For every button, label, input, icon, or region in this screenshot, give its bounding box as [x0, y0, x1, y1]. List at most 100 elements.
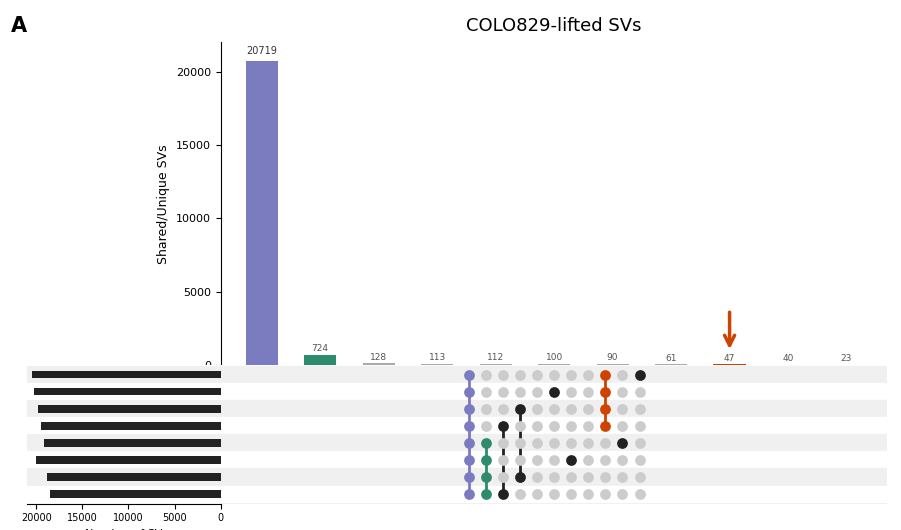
Point — [513, 439, 527, 447]
Point — [581, 370, 596, 379]
Point — [478, 370, 493, 379]
Point — [547, 421, 561, 430]
Point — [598, 490, 613, 498]
Point — [598, 404, 613, 413]
Point — [581, 473, 596, 481]
Point — [547, 439, 561, 447]
Point — [547, 387, 561, 396]
Point — [478, 439, 493, 447]
Text: 23: 23 — [841, 354, 852, 363]
Point — [496, 456, 510, 464]
Point — [530, 404, 544, 413]
Point — [598, 421, 613, 430]
Point — [513, 404, 527, 413]
Point — [478, 456, 493, 464]
Point — [530, 490, 544, 498]
Point — [598, 439, 613, 447]
Point — [530, 456, 544, 464]
Bar — [27, 366, 221, 383]
Bar — [36, 456, 221, 464]
Point — [615, 490, 630, 498]
Point — [496, 370, 510, 379]
Point — [513, 370, 527, 379]
Point — [461, 473, 476, 481]
Bar — [41, 422, 221, 430]
Bar — [221, 485, 887, 502]
Point — [478, 387, 493, 396]
Point — [581, 404, 596, 413]
Point — [496, 387, 510, 396]
Point — [530, 421, 544, 430]
Text: 90: 90 — [607, 353, 618, 362]
Point — [564, 473, 578, 481]
Point — [615, 421, 630, 430]
Point — [496, 490, 510, 498]
Bar — [48, 473, 221, 481]
Point — [461, 387, 476, 396]
Point — [598, 370, 613, 379]
Point — [633, 370, 647, 379]
Point — [530, 473, 544, 481]
Point — [461, 456, 476, 464]
Bar — [221, 366, 887, 383]
Point — [564, 404, 578, 413]
Point — [461, 421, 476, 430]
Point — [461, 439, 476, 447]
Point — [581, 456, 596, 464]
Point — [564, 439, 578, 447]
Bar — [34, 388, 221, 395]
Point — [513, 490, 527, 498]
Point — [496, 439, 510, 447]
Bar — [27, 469, 221, 485]
Bar — [221, 434, 887, 452]
Text: 113: 113 — [429, 353, 446, 362]
Point — [547, 473, 561, 481]
Bar — [32, 370, 221, 378]
Text: 40: 40 — [782, 354, 794, 363]
Point — [513, 456, 527, 464]
X-axis label: Number of SV: Number of SV — [86, 529, 162, 530]
Point — [547, 404, 561, 413]
Text: 47: 47 — [724, 354, 735, 363]
Point — [615, 473, 630, 481]
Bar — [38, 405, 221, 412]
Point — [615, 439, 630, 447]
Text: 128: 128 — [370, 352, 387, 361]
Bar — [655, 364, 687, 365]
Point — [547, 490, 561, 498]
Point — [633, 439, 647, 447]
Bar — [221, 400, 887, 417]
Text: A: A — [11, 16, 27, 36]
Point — [564, 387, 578, 396]
Point — [478, 473, 493, 481]
Point — [581, 387, 596, 396]
Bar — [27, 417, 221, 435]
Point — [581, 490, 596, 498]
Point — [530, 370, 544, 379]
Bar — [221, 469, 887, 485]
Point — [615, 456, 630, 464]
Point — [478, 421, 493, 430]
Point — [513, 473, 527, 481]
Point — [633, 404, 647, 413]
Bar — [27, 400, 221, 417]
Point — [530, 439, 544, 447]
Point — [478, 490, 493, 498]
Bar — [27, 434, 221, 452]
Point — [496, 473, 510, 481]
Point — [564, 490, 578, 498]
Title: COLO829-lifted SVs: COLO829-lifted SVs — [467, 17, 642, 36]
Point — [581, 439, 596, 447]
Bar — [221, 452, 887, 469]
Bar — [50, 490, 221, 498]
Bar — [27, 485, 221, 502]
Point — [513, 387, 527, 396]
Text: 61: 61 — [665, 354, 677, 363]
Point — [633, 473, 647, 481]
Point — [564, 456, 578, 464]
Point — [513, 421, 527, 430]
Bar — [27, 383, 221, 400]
Point — [581, 421, 596, 430]
Bar — [362, 363, 395, 365]
Text: 724: 724 — [312, 344, 329, 353]
